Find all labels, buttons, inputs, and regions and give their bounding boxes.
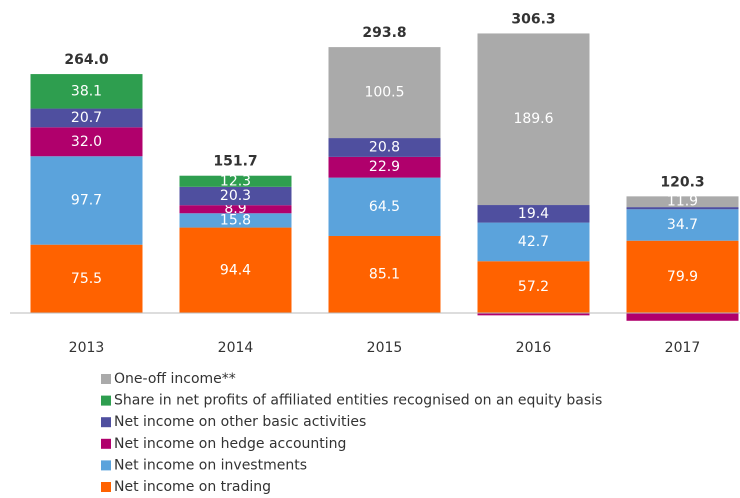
data-label: 189.6 xyxy=(513,111,553,127)
total-label: 306.3 xyxy=(511,11,555,27)
legend-swatch xyxy=(101,460,111,471)
data-label: 97.7 xyxy=(71,192,102,208)
legend-label: Net income on hedge accounting xyxy=(114,436,346,452)
total-label: 293.8 xyxy=(362,25,406,41)
data-label: 20.8 xyxy=(369,139,400,155)
x-tick-label: 2015 xyxy=(367,340,403,356)
x-tick-label: 2014 xyxy=(218,340,254,356)
legend-label: Net income on trading xyxy=(114,479,271,494)
x-tick-label: 2013 xyxy=(69,340,105,356)
data-label: 12.3 xyxy=(220,173,251,189)
data-label: 20.7 xyxy=(71,110,102,126)
total-label: 120.3 xyxy=(660,174,704,190)
legend-label: Share in net profits of affiliated entit… xyxy=(114,393,602,409)
legend-label: Net income on investments xyxy=(114,457,307,473)
bar-segment xyxy=(477,33,590,206)
x-tick-label: 2017 xyxy=(665,340,701,356)
bar-segment xyxy=(328,156,441,178)
bar-segment xyxy=(477,261,590,313)
x-tick-label: 2016 xyxy=(516,340,552,356)
bar-segment xyxy=(179,175,292,187)
bar-segment xyxy=(477,313,590,316)
total-label: 151.7 xyxy=(213,154,257,170)
data-label: 94.4 xyxy=(220,262,251,278)
data-label: 100.5 xyxy=(364,85,404,101)
bar-segment xyxy=(626,209,739,241)
bar-segment xyxy=(179,227,292,313)
legend-swatch xyxy=(101,395,111,406)
bar-segment xyxy=(179,205,292,214)
data-label: 32.0 xyxy=(71,134,102,150)
legend-label: One-off income** xyxy=(114,371,236,387)
bar-segment xyxy=(626,313,739,321)
bar-segment xyxy=(179,213,292,228)
data-label: 85.1 xyxy=(369,266,400,282)
legend-label: Net income on other basic activities xyxy=(114,414,366,430)
data-label: 11.9 xyxy=(667,194,698,210)
bar-segment xyxy=(328,47,441,139)
bar-segment xyxy=(30,156,143,245)
bar-segment xyxy=(626,240,739,313)
bar-segment xyxy=(477,222,590,262)
total-label: 264.0 xyxy=(64,52,109,68)
bar-segment xyxy=(328,177,441,236)
bar-segment xyxy=(328,138,441,157)
legend-swatch xyxy=(101,438,111,449)
bar-segment xyxy=(30,74,143,109)
bar-segment xyxy=(328,235,441,313)
bar-segment xyxy=(30,108,143,128)
data-label: 15.8 xyxy=(220,212,251,228)
bar-segment xyxy=(477,205,590,223)
data-label: 8.9 xyxy=(224,201,246,217)
bar-segment xyxy=(626,207,739,210)
bar-segment xyxy=(30,127,143,157)
data-label: 79.9 xyxy=(667,269,698,285)
bar-segment xyxy=(626,196,739,208)
data-label: 20.3 xyxy=(220,188,251,204)
bar-segment xyxy=(179,186,292,206)
data-label: 38.1 xyxy=(71,83,102,99)
data-label: 75.5 xyxy=(71,271,102,287)
legend-swatch xyxy=(101,417,111,428)
data-label: 42.7 xyxy=(518,234,549,250)
bar-segment xyxy=(30,244,143,313)
data-label: 64.5 xyxy=(369,199,400,215)
legend-swatch xyxy=(101,482,111,492)
data-label: 22.9 xyxy=(369,159,400,175)
data-label: 34.7 xyxy=(667,217,698,233)
legend-swatch xyxy=(101,374,111,384)
data-label: 19.4 xyxy=(518,206,549,222)
data-label: 57.2 xyxy=(518,279,549,295)
